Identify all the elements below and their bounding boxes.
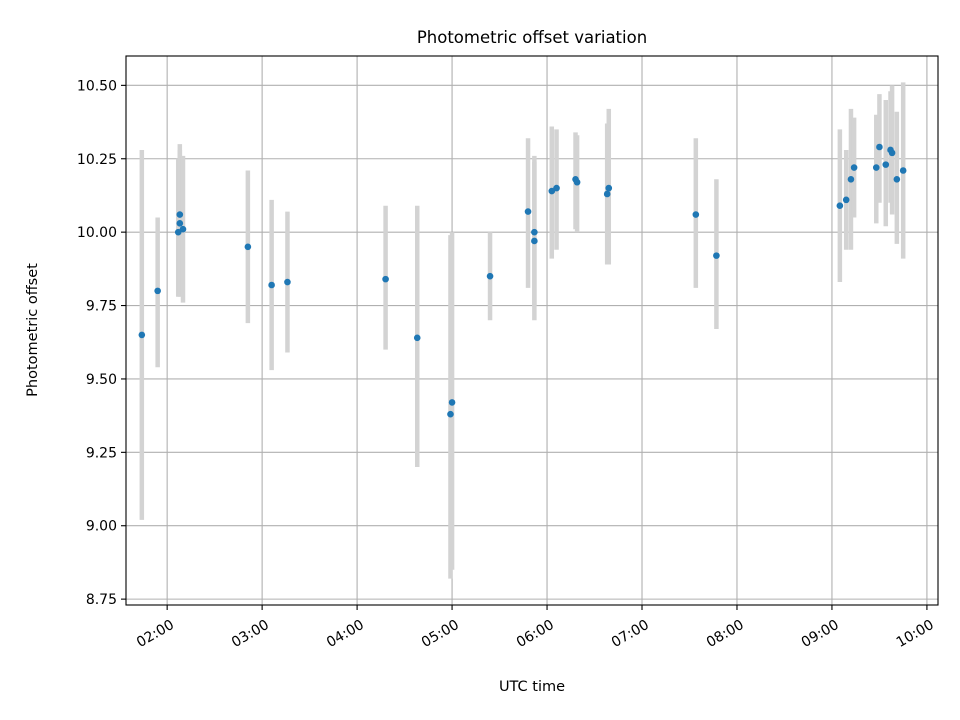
data-point [486, 272, 494, 280]
y-tick-label: 10.50 [77, 78, 117, 94]
y-tick-label: 9.50 [86, 372, 117, 388]
data-point [872, 164, 880, 171]
data-point [713, 252, 720, 259]
data-point [284, 278, 291, 286]
x-axis-label: UTC time [499, 679, 565, 695]
data-point [692, 211, 700, 218]
data-point [179, 225, 187, 233]
data-point [176, 220, 184, 227]
data-point [876, 143, 883, 151]
data-point [850, 164, 858, 171]
data-point [244, 243, 252, 251]
data-point [268, 281, 275, 289]
data-point [836, 202, 844, 210]
data-point [531, 237, 538, 245]
data-point [413, 334, 421, 342]
y-axis-ticks: 8.75 9.00 9.25 9.50 9.75 10.00 10.25 10.50 [77, 78, 126, 608]
data-point [888, 149, 896, 157]
data-point [603, 190, 611, 198]
plot-frame [125, 55, 939, 606]
data-point [847, 176, 855, 183]
data-point [154, 287, 161, 295]
y-tick-label: 9.25 [86, 445, 117, 461]
data-point [573, 178, 581, 186]
data-points [138, 143, 907, 418]
data-point [448, 399, 456, 406]
data-point [138, 331, 146, 339]
y-tick-label: 9.75 [86, 299, 117, 315]
data-point [174, 228, 182, 236]
chart-title: Photometric offset variation [417, 28, 647, 47]
data-point [605, 184, 613, 192]
data-point [531, 228, 538, 236]
y-tick-label: 10.25 [77, 152, 117, 168]
data-point [882, 161, 890, 168]
data-point [548, 187, 556, 195]
data-point [447, 410, 454, 418]
data-point [842, 196, 850, 204]
y-axis-label: Photometric offset [25, 263, 41, 397]
data-point [899, 167, 907, 174]
y-tick-label: 10.00 [77, 225, 117, 241]
data-point [893, 176, 901, 183]
y-tick-label: 9.00 [86, 519, 117, 535]
data-point [553, 184, 560, 192]
data-point [176, 211, 184, 218]
data-point [382, 275, 389, 283]
data-point [524, 208, 532, 215]
y-tick-label: 8.75 [86, 592, 117, 608]
